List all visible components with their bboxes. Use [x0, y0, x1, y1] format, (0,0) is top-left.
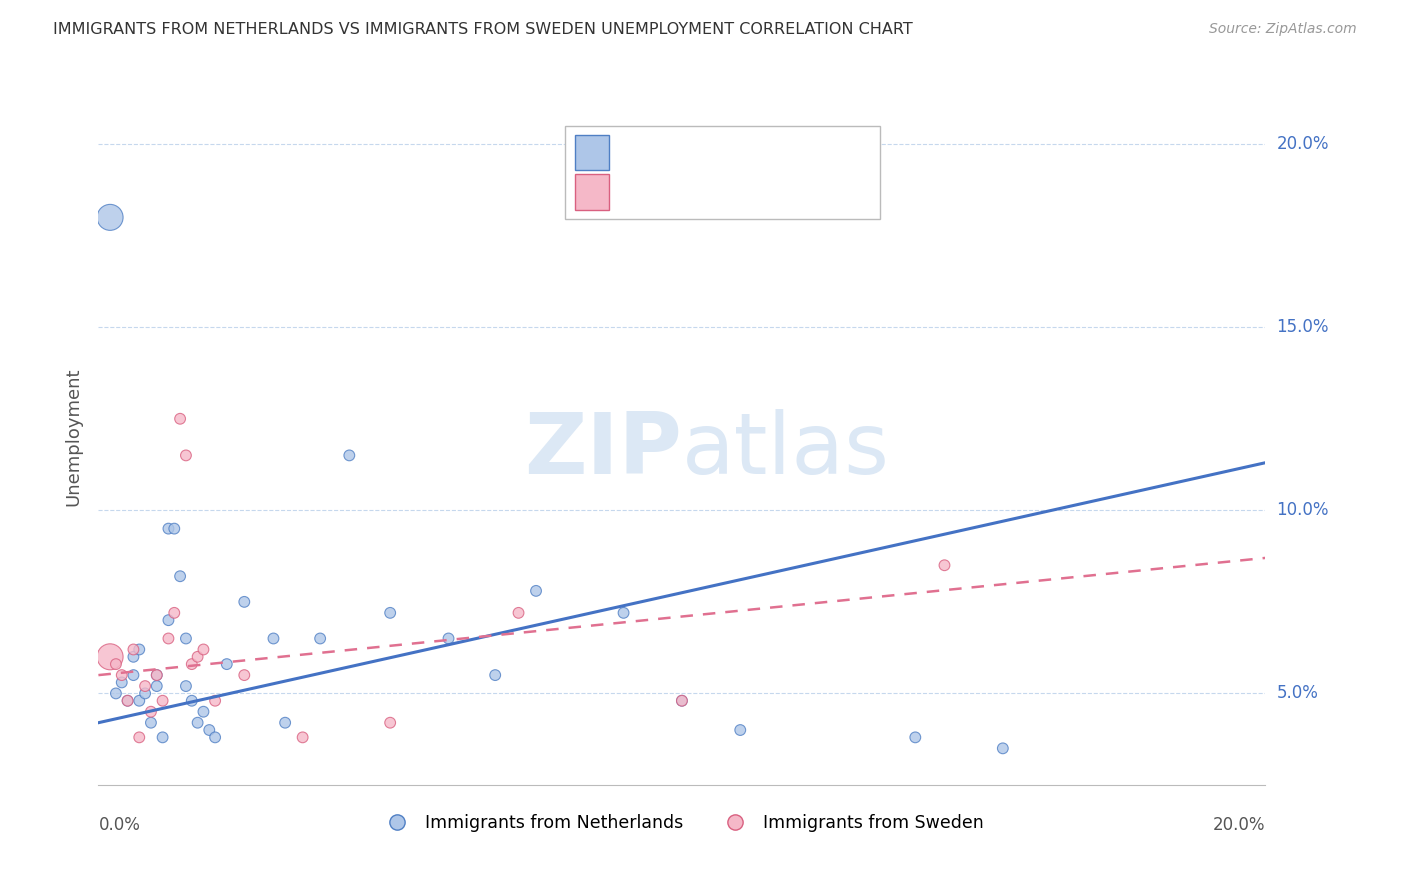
Text: R = 0.395: R = 0.395: [616, 144, 707, 161]
Text: 5.0%: 5.0%: [1277, 684, 1319, 702]
Point: [187, 649, 209, 664]
Point: [146, 668, 169, 682]
Text: 10.0%: 10.0%: [1277, 501, 1329, 519]
Point: [198, 723, 221, 737]
Text: R = 0.087: R = 0.087: [616, 183, 706, 201]
Point: [169, 569, 191, 583]
Point: [169, 411, 191, 425]
Text: Source: ZipAtlas.com: Source: ZipAtlas.com: [1209, 22, 1357, 37]
Point: [128, 694, 150, 708]
Text: N = 24: N = 24: [711, 183, 773, 201]
Point: [152, 694, 174, 708]
Point: [111, 668, 134, 682]
Point: [309, 632, 332, 646]
Point: [174, 679, 197, 693]
Point: [157, 613, 180, 627]
Text: atlas: atlas: [682, 409, 890, 492]
Text: ZIP: ZIP: [524, 409, 682, 492]
Point: [122, 649, 145, 664]
Legend: Immigrants from Netherlands, Immigrants from Sweden: Immigrants from Netherlands, Immigrants …: [373, 807, 991, 838]
Point: [484, 668, 506, 682]
Text: 15.0%: 15.0%: [1277, 318, 1329, 336]
Point: [146, 668, 169, 682]
Point: [139, 715, 162, 730]
Point: [146, 679, 169, 693]
Point: [380, 606, 402, 620]
Point: [204, 694, 226, 708]
Point: [180, 694, 202, 708]
Point: [98, 649, 121, 664]
Point: [104, 686, 127, 700]
Point: [174, 632, 197, 646]
Point: [128, 642, 150, 657]
Point: [134, 686, 156, 700]
Point: [380, 715, 402, 730]
Point: [337, 449, 360, 463]
Point: [193, 642, 215, 657]
Point: [204, 731, 226, 745]
Point: [174, 449, 197, 463]
Point: [117, 694, 139, 708]
Point: [262, 632, 284, 646]
Point: [215, 657, 238, 672]
Point: [152, 731, 174, 745]
Point: [117, 694, 139, 708]
Point: [98, 211, 121, 225]
Point: [233, 668, 256, 682]
Point: [508, 606, 530, 620]
Point: [233, 595, 256, 609]
Text: 20.0%: 20.0%: [1277, 135, 1329, 153]
Point: [163, 606, 186, 620]
Point: [730, 723, 752, 737]
Point: [157, 632, 180, 646]
Point: [291, 731, 314, 745]
Point: [437, 632, 460, 646]
Point: [122, 642, 145, 657]
Point: [104, 657, 127, 672]
Point: [134, 679, 156, 693]
Point: [524, 583, 547, 598]
Point: [111, 675, 134, 690]
Text: 20.0%: 20.0%: [1213, 815, 1265, 833]
Point: [991, 741, 1014, 756]
Text: 0.0%: 0.0%: [98, 815, 141, 833]
Point: [934, 558, 956, 573]
Point: [274, 715, 297, 730]
Point: [163, 522, 186, 536]
Point: [671, 694, 693, 708]
Point: [187, 715, 209, 730]
Point: [180, 657, 202, 672]
Point: [612, 606, 634, 620]
Point: [122, 668, 145, 682]
Point: [904, 731, 927, 745]
Point: [193, 705, 215, 719]
Point: [157, 522, 180, 536]
Point: [139, 705, 162, 719]
Y-axis label: Unemployment: Unemployment: [65, 368, 83, 507]
Text: IMMIGRANTS FROM NETHERLANDS VS IMMIGRANTS FROM SWEDEN UNEMPLOYMENT CORRELATION C: IMMIGRANTS FROM NETHERLANDS VS IMMIGRANT…: [53, 22, 912, 37]
Point: [128, 731, 150, 745]
Text: N = 39: N = 39: [711, 144, 773, 161]
Point: [671, 694, 693, 708]
